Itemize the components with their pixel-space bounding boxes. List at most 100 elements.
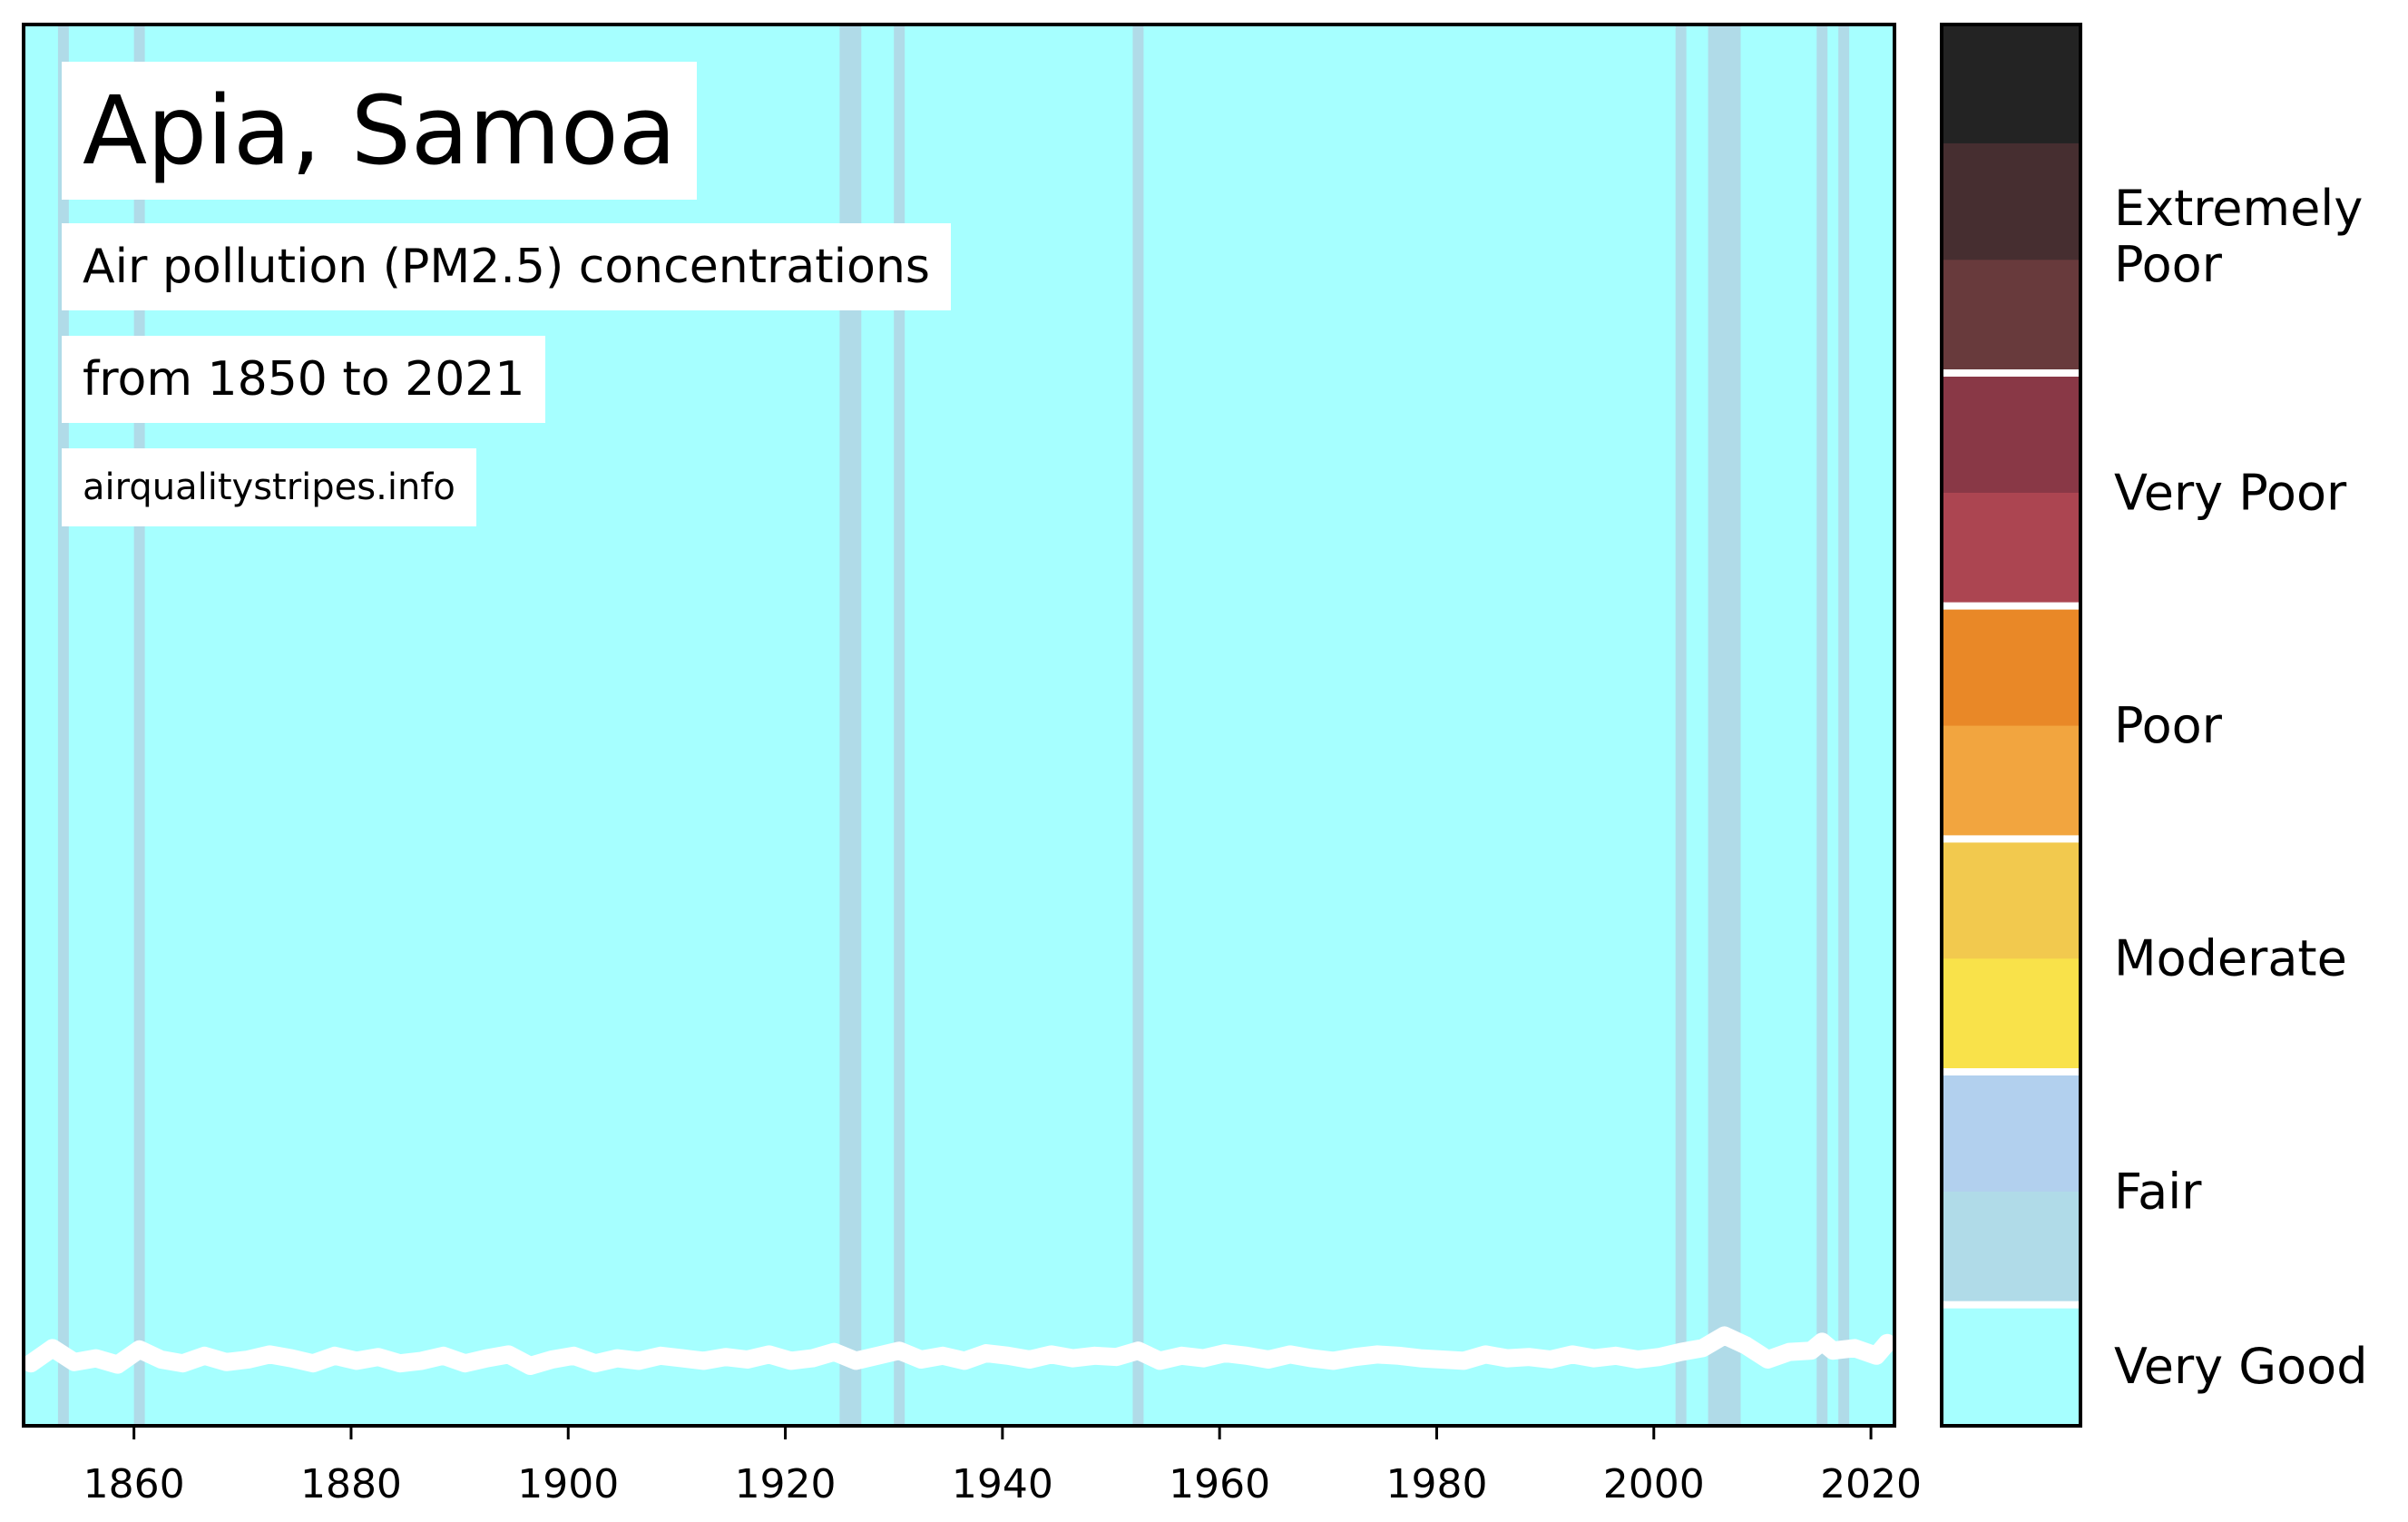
stripe-1903 bbox=[601, 26, 612, 1424]
stripe-1952 bbox=[1132, 26, 1145, 1424]
stripe-1978 bbox=[1414, 26, 1427, 1424]
stripe-1993 bbox=[1578, 26, 1590, 1424]
stripe-1852 bbox=[46, 26, 59, 1424]
stripe-1975 bbox=[1382, 26, 1395, 1424]
colorbar-label-1: Fair bbox=[2114, 1163, 2202, 1220]
stripe-2000 bbox=[1653, 26, 1666, 1424]
stripe-1851 bbox=[35, 26, 48, 1424]
stripe-1920 bbox=[785, 26, 798, 1424]
stripe-2007 bbox=[1729, 26, 1742, 1424]
stripe-1937 bbox=[969, 26, 982, 1424]
stripe-1898 bbox=[546, 26, 558, 1424]
stripe-1930 bbox=[894, 26, 905, 1424]
stripe-2008 bbox=[1740, 26, 1753, 1424]
stripe-1912 bbox=[698, 26, 710, 1424]
x-tick-label-1920: 1920 bbox=[735, 1461, 837, 1507]
stripe-1924 bbox=[828, 26, 840, 1424]
stripe-1947 bbox=[1078, 26, 1091, 1424]
colorbar-segment-8 bbox=[1943, 376, 2079, 493]
date-range-label: from 1850 to 2021 bbox=[62, 336, 546, 423]
stripe-1962 bbox=[1241, 26, 1253, 1424]
stripe-1916 bbox=[741, 26, 754, 1424]
stripe-1977 bbox=[1404, 26, 1416, 1424]
stripe-1899 bbox=[557, 26, 569, 1424]
stripe-1918 bbox=[763, 26, 776, 1424]
stripe-2021 bbox=[1882, 26, 1894, 1424]
stripe-1900 bbox=[568, 26, 580, 1424]
stripe-2004 bbox=[1697, 26, 1709, 1424]
colorbar-segment-4 bbox=[1943, 841, 2079, 959]
stripe-2014 bbox=[1806, 26, 1817, 1424]
stripe-2012 bbox=[1784, 26, 1796, 1424]
stripe-2017 bbox=[1838, 26, 1850, 1424]
stripe-1990 bbox=[1545, 26, 1557, 1424]
colorbar-label-5: Extremely Poor bbox=[2114, 180, 2363, 293]
stripe-2013 bbox=[1795, 26, 1806, 1424]
x-tick-label-2000: 2000 bbox=[1603, 1461, 1705, 1507]
x-tick-label-1860: 1860 bbox=[83, 1461, 185, 1507]
chart-title: Apia, Samoa bbox=[62, 62, 698, 200]
stripe-1955 bbox=[1165, 26, 1177, 1424]
stripe-1984 bbox=[1480, 26, 1492, 1424]
stripe-1979 bbox=[1425, 26, 1438, 1424]
stripe-1997 bbox=[1620, 26, 1633, 1424]
stripe-2006 bbox=[1718, 26, 1731, 1424]
stripe-1953 bbox=[1143, 26, 1155, 1424]
colorbar-segments bbox=[1943, 26, 2079, 1425]
chart-subtitle: Air pollution (PM2.5) concentrations bbox=[62, 223, 951, 310]
stripe-1976 bbox=[1393, 26, 1405, 1424]
colorbar-label-2: Moderate bbox=[2114, 930, 2347, 987]
colorbar-segment-1 bbox=[1943, 1191, 2079, 1309]
stripe-1992 bbox=[1567, 26, 1579, 1424]
stripe-1960 bbox=[1219, 26, 1231, 1424]
stripe-1946 bbox=[1067, 26, 1080, 1424]
stripe-2010 bbox=[1762, 26, 1774, 1424]
stripe-1906 bbox=[633, 26, 645, 1424]
x-tick-label-1980: 1980 bbox=[1385, 1461, 1487, 1507]
stripe-1922 bbox=[807, 26, 819, 1424]
stripe-1954 bbox=[1154, 26, 1166, 1424]
stripe-1973 bbox=[1360, 26, 1373, 1424]
stripe-1999 bbox=[1642, 26, 1655, 1424]
stripe-1967 bbox=[1295, 26, 1307, 1424]
stripe-1989 bbox=[1534, 26, 1546, 1424]
stripe-1988 bbox=[1523, 26, 1535, 1424]
stripe-1923 bbox=[817, 26, 830, 1424]
stripe-2002 bbox=[1675, 26, 1688, 1424]
stripe-1958 bbox=[1198, 26, 1209, 1424]
stripe-1943 bbox=[1034, 26, 1047, 1424]
stripe-1998 bbox=[1631, 26, 1644, 1424]
stripe-1941 bbox=[1013, 26, 1025, 1424]
stripe-1959 bbox=[1209, 26, 1220, 1424]
colorbar-label-4: Very Poor bbox=[2114, 464, 2347, 521]
website-label: airqualitystripes.info bbox=[62, 448, 476, 526]
colorbar-label-0: Very Good bbox=[2114, 1338, 2368, 1395]
stripe-1935 bbox=[948, 26, 960, 1424]
stripe-1970 bbox=[1327, 26, 1340, 1424]
colorbar-labels: Very Good Fair Moderate Poor Very Poor Extrem… bbox=[2114, 180, 2368, 1395]
pm25-line bbox=[21, 1326, 1897, 1375]
stripe-1987 bbox=[1512, 26, 1524, 1424]
colorbar-segment-7 bbox=[1943, 492, 2079, 610]
stripe-1933 bbox=[926, 26, 938, 1424]
stripe-1908 bbox=[654, 26, 667, 1424]
stripe-1939 bbox=[991, 26, 1003, 1424]
stripe-1981 bbox=[1447, 26, 1459, 1424]
x-tick-label-1900: 1900 bbox=[517, 1461, 619, 1507]
stripe-1964 bbox=[1263, 26, 1275, 1424]
colorbar-segment-10 bbox=[1943, 142, 2079, 260]
stripe-1928 bbox=[872, 26, 884, 1424]
stripe-1986 bbox=[1502, 26, 1513, 1424]
stripe-1913 bbox=[709, 26, 721, 1424]
stripe-1909 bbox=[665, 26, 678, 1424]
colorbar-segment-3 bbox=[1943, 957, 2079, 1075]
stripe-1932 bbox=[915, 26, 927, 1424]
stripe-1996 bbox=[1610, 26, 1622, 1424]
stripe-2015 bbox=[1816, 26, 1828, 1424]
stripe-1904 bbox=[612, 26, 623, 1424]
stripe-1957 bbox=[1187, 26, 1199, 1424]
stripe-1931 bbox=[905, 26, 916, 1424]
x-tick-label-1880: 1880 bbox=[300, 1461, 402, 1507]
stripe-1972 bbox=[1349, 26, 1362, 1424]
